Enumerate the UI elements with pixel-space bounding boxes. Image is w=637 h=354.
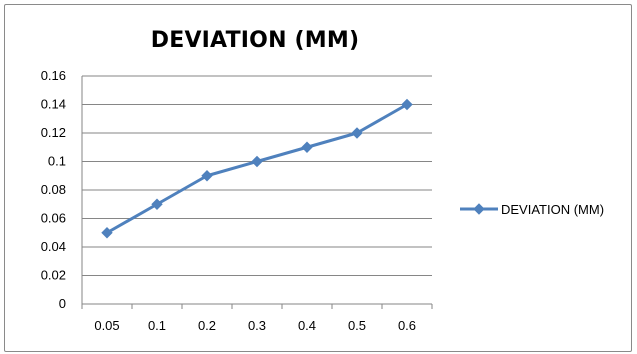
- x-tick-label: 0.05: [94, 318, 119, 333]
- x-tick-label: 0.4: [298, 318, 316, 333]
- y-tick-label: 0.16: [41, 68, 66, 83]
- y-tick-label: 0.06: [41, 211, 66, 226]
- data-point-marker: [301, 141, 313, 153]
- data-point-marker: [251, 155, 263, 168]
- legend-marker: [473, 203, 485, 215]
- x-tick-label: 0.6: [398, 318, 416, 333]
- x-tick-label: 0.3: [248, 318, 266, 333]
- series-line: [106, 103, 408, 235]
- y-tick-label: 0: [59, 296, 66, 311]
- data-point-marker: [401, 98, 413, 111]
- y-tick-label: 0.1: [48, 154, 66, 169]
- x-tick-label: 0.2: [198, 318, 216, 333]
- data-point-marker: [201, 170, 213, 182]
- data-point-marker: [151, 198, 163, 210]
- y-tick-label: 0.12: [41, 125, 66, 140]
- data-point-marker: [351, 127, 363, 139]
- y-tick-label: 0.08: [41, 182, 66, 197]
- y-tick-label: 0.14: [41, 97, 66, 112]
- x-tick-label: 0.1: [148, 318, 166, 333]
- y-tick-label: 0.04: [41, 239, 66, 254]
- chart-title: DEVIATION (MM): [150, 28, 360, 53]
- x-tick-label: 0.5: [348, 318, 366, 333]
- legend-label: DEVIATION (MM): [501, 202, 604, 217]
- chart-area: [4, 4, 632, 352]
- data-point-marker: [101, 227, 113, 239]
- y-tick-label: 0.02: [41, 268, 66, 283]
